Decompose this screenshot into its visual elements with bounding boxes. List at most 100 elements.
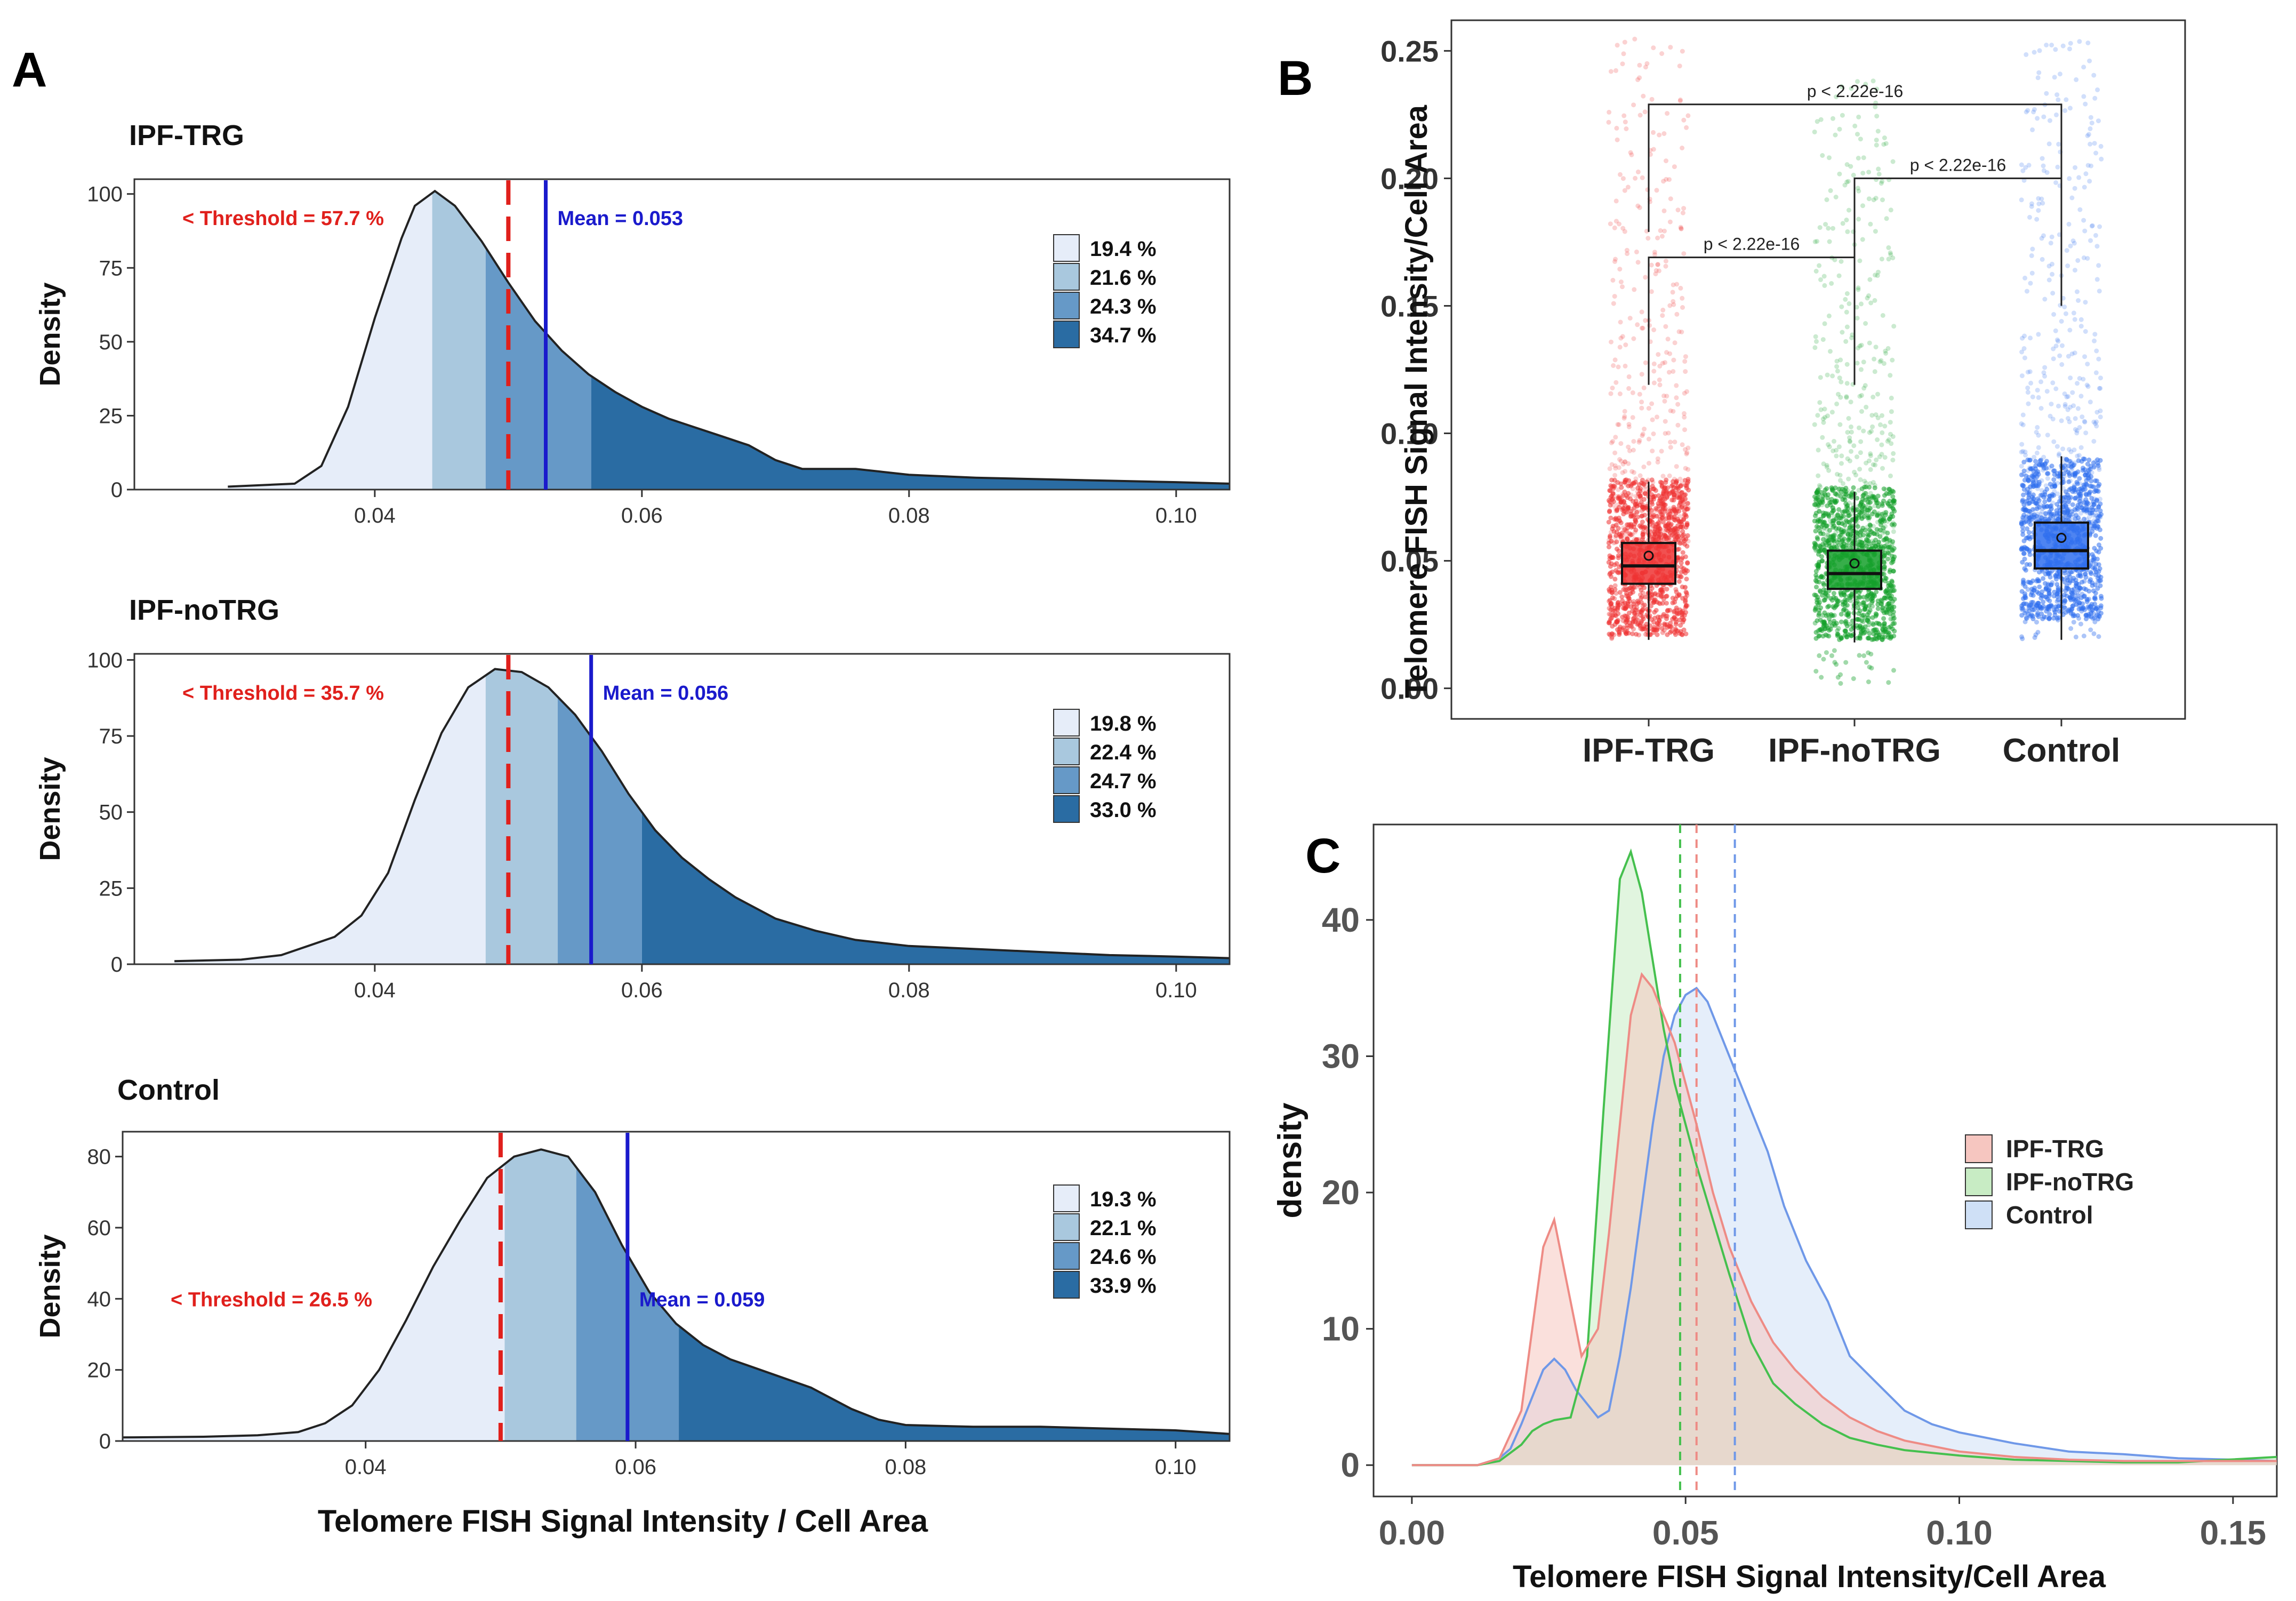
scatter-point — [1828, 188, 1833, 193]
density-band — [641, 812, 1230, 964]
scatter-point — [1873, 498, 1878, 503]
scatter-point — [1843, 603, 1848, 609]
scatter-point — [2097, 386, 2102, 391]
scatter-point — [1611, 529, 1617, 534]
x-tick-label: IPF-noTRG — [1768, 732, 1941, 769]
scatter-point — [1822, 519, 1827, 525]
scatter-point — [1660, 515, 1665, 520]
scatter-point — [1824, 465, 1829, 470]
scatter-point — [1617, 518, 1623, 523]
scatter-point — [2020, 449, 2026, 454]
scatter-point — [1613, 219, 1619, 224]
scatter-point — [1611, 632, 1617, 637]
scatter-point — [1881, 486, 1886, 492]
scatter-point — [1814, 575, 1819, 580]
scatter-point — [2035, 486, 2040, 491]
scatter-point — [1856, 287, 1861, 292]
scatter-point — [1835, 540, 1840, 545]
scatter-point — [2099, 594, 2104, 599]
scatter-point — [1839, 619, 1844, 625]
scatter-point — [2050, 580, 2055, 585]
scatter-point — [2035, 612, 2040, 618]
scatter-point — [1642, 524, 1648, 530]
scatter-point — [1889, 395, 1894, 401]
scatter-point — [2028, 580, 2034, 586]
scatter-point — [2036, 445, 2041, 450]
scatter-point — [2020, 532, 2026, 537]
scatter-point — [1674, 395, 1679, 401]
scatter-point — [1881, 538, 1886, 543]
scatter-point — [1890, 255, 1896, 261]
scatter-point — [1888, 373, 1893, 378]
scatter-point — [1888, 420, 1893, 425]
scatter-point — [1891, 613, 1896, 618]
scatter-point — [1665, 525, 1671, 530]
scatter-point — [1643, 65, 1648, 70]
scatter-point — [1861, 428, 1866, 434]
scatter-point — [1821, 420, 1826, 425]
scatter-point — [1614, 546, 1619, 551]
scatter-point — [2070, 613, 2076, 619]
scatter-point — [2083, 430, 2089, 436]
scatter-point — [1838, 681, 1843, 686]
scatter-point — [1880, 197, 1885, 203]
scatter-point — [1834, 447, 1839, 453]
scatter-point — [2081, 255, 2086, 260]
scatter-point — [1878, 522, 1883, 527]
scatter-point — [1685, 445, 1691, 451]
scatter-point — [1849, 593, 1854, 598]
scatter-point — [1684, 450, 1690, 455]
scatter-point — [1819, 626, 1824, 631]
scatter-point — [2019, 162, 2024, 167]
scatter-point — [1892, 522, 1897, 527]
scatter-point — [1677, 514, 1682, 519]
scatter-point — [1641, 626, 1646, 631]
scatter-point — [1639, 594, 1644, 599]
scatter-point — [2024, 562, 2029, 567]
scatter-point — [1661, 519, 1666, 525]
scatter-point — [1843, 628, 1848, 634]
scatter-point — [2078, 445, 2084, 450]
scatter-point — [1847, 207, 1851, 213]
scatter-point — [1834, 453, 1839, 459]
scatter-point — [1819, 573, 1824, 579]
scatter-point — [1681, 532, 1686, 538]
scatter-point — [2037, 48, 2042, 53]
scatter-point — [2042, 297, 2048, 302]
scatter-point — [1834, 94, 1839, 99]
scatter-point — [1870, 622, 1876, 627]
scatter-point — [1877, 632, 1883, 637]
scatter-point — [1813, 529, 1818, 534]
scatter-point — [2087, 58, 2092, 63]
scatter-point — [2045, 581, 2051, 587]
scatter-point — [1674, 516, 1679, 521]
scatter-point — [1868, 467, 1873, 472]
scatter-point — [1655, 262, 1660, 267]
scatter-point — [2020, 581, 2026, 587]
scatter-point — [1891, 529, 1896, 534]
scatter-point — [2065, 586, 2070, 591]
scatter-point — [1607, 599, 1612, 604]
scatter-point — [1653, 508, 1659, 513]
scatter-point — [1861, 490, 1867, 495]
scatter-point — [1873, 633, 1878, 638]
scatter-point — [2067, 419, 2072, 425]
scatter-point — [1671, 299, 1676, 304]
scatter-point — [1857, 258, 1863, 263]
scatter-point — [2056, 604, 2061, 609]
legend-swatch — [1053, 321, 1080, 348]
scatter-point — [1882, 455, 1888, 460]
scatter-point — [2096, 579, 2101, 584]
plot-frame — [133, 178, 1231, 491]
scatter-point — [2048, 118, 2052, 123]
scatter-point — [1863, 606, 1868, 612]
scatter-point — [1620, 532, 1625, 538]
scatter-point — [1841, 544, 1846, 549]
scatter-point — [2092, 141, 2097, 146]
scatter-point — [1849, 633, 1855, 638]
scatter-point — [1875, 606, 1881, 611]
scatter-point — [2044, 43, 2049, 47]
scatter-point — [2022, 556, 2027, 562]
scatter-point — [1683, 354, 1688, 359]
